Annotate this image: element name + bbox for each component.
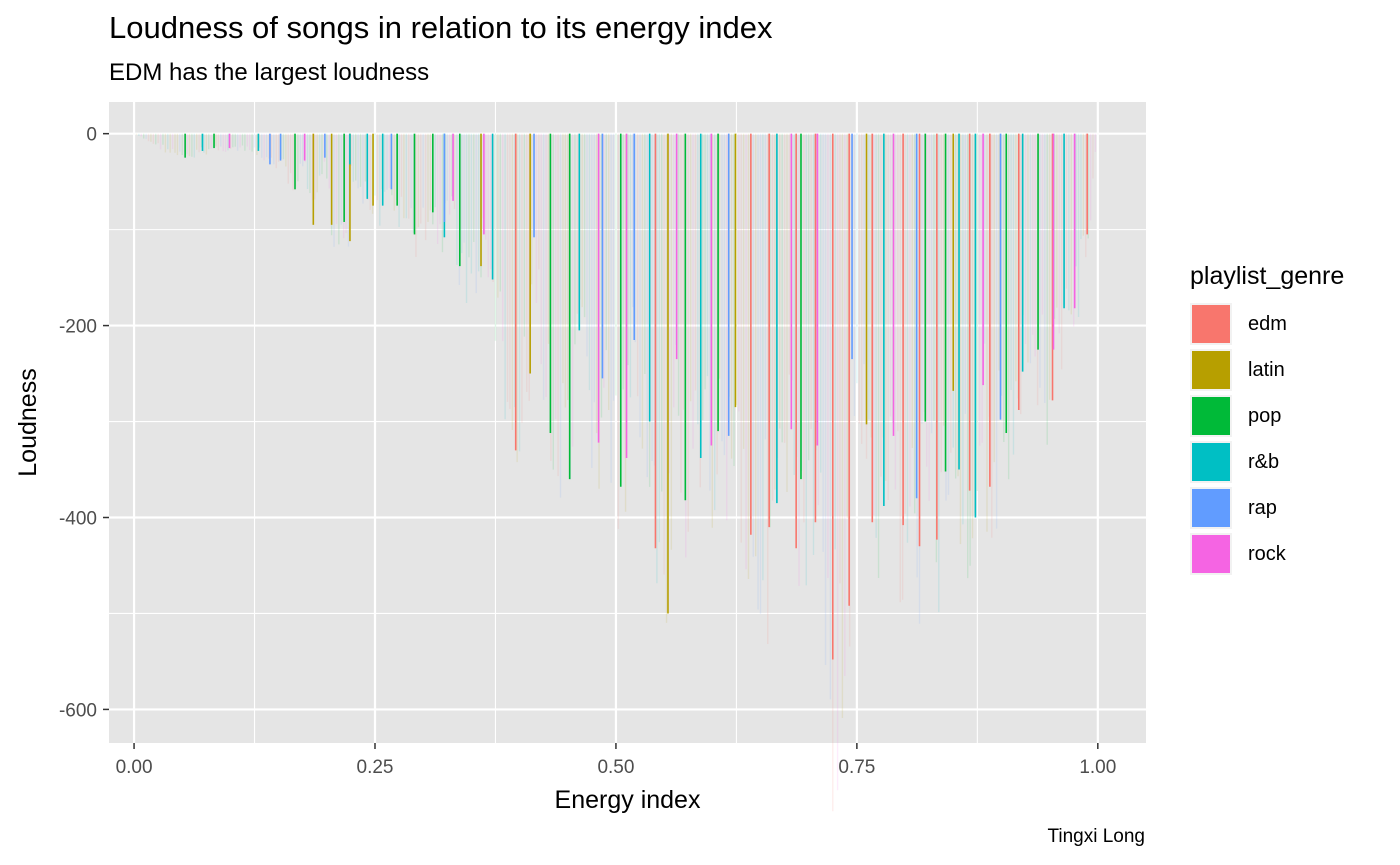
legend-item-latin: latin	[1190, 347, 1344, 393]
legend-item-pop: pop	[1190, 393, 1344, 439]
legend-label-edm: edm	[1248, 312, 1287, 335]
legend-key-edm	[1190, 303, 1232, 345]
legend: playlist_genre edm latin pop r&b rap roc…	[1190, 262, 1344, 577]
grid-lines	[109, 102, 1146, 743]
plot-panel	[109, 102, 1146, 743]
x-axis-label: Energy index	[555, 786, 701, 814]
x-tick-label: 1.00	[1079, 757, 1116, 778]
legend-label-rap: rap	[1248, 496, 1277, 519]
legend-key-pop	[1190, 395, 1232, 437]
x-tick-label: 0.00	[116, 757, 153, 778]
legend-key-rap	[1190, 487, 1232, 529]
y-axis-label: Loudness	[14, 368, 42, 476]
x-tick-label: 0.25	[357, 757, 394, 778]
x-tick-label: 0.75	[838, 757, 875, 778]
legend-key-rnb	[1190, 441, 1232, 483]
legend-label-latin: latin	[1248, 358, 1285, 381]
legend-label-rnb: r&b	[1248, 450, 1280, 473]
legend-key-latin	[1190, 349, 1232, 391]
data-bars	[184, 133, 1089, 660]
y-tick-label: -200	[59, 317, 97, 338]
chart-subtitle: EDM has the largest loudness	[109, 59, 430, 86]
axes: 0.00 0.25 0.50 0.75 1.00 0 -200 -400 -600 Energy …	[14, 125, 1116, 814]
y-tick-label: -600	[59, 700, 97, 721]
legend-key-rock	[1190, 533, 1232, 575]
x-tick-label: 0.50	[597, 757, 634, 778]
legend-item-edm: edm	[1190, 301, 1344, 347]
y-tick-label: -400	[59, 508, 97, 529]
chart-title: Loudness of songs in relation to its ene…	[109, 10, 773, 45]
legend-item-rnb: r&b	[1190, 439, 1344, 485]
y-tick-label: 0	[86, 125, 97, 146]
legend-item-rap: rap	[1190, 485, 1344, 531]
legend-item-rock: rock	[1190, 531, 1344, 577]
legend-title: playlist_genre	[1190, 262, 1345, 290]
chart-caption: Tingxi Long	[1047, 826, 1145, 847]
legend-label-pop: pop	[1248, 404, 1282, 427]
legend-label-rock: rock	[1248, 542, 1286, 565]
